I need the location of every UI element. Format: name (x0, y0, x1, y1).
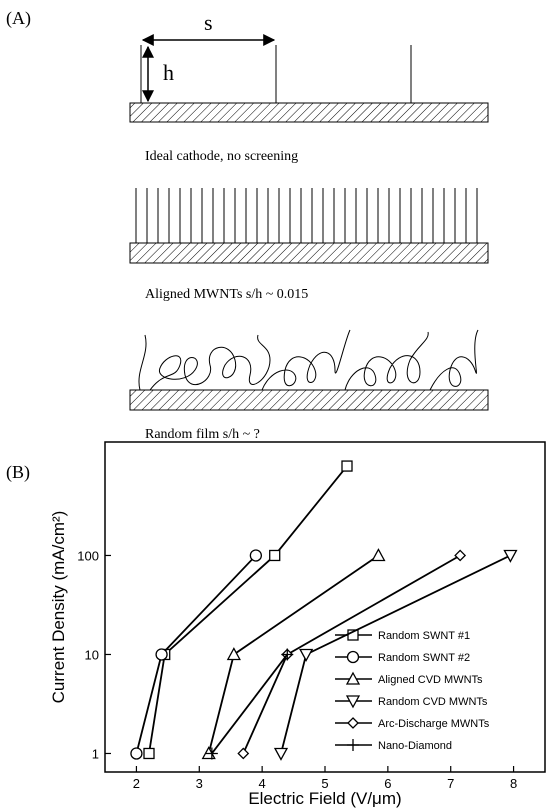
legend-label: Aligned CVD MWNTs (378, 674, 483, 686)
marker (281, 648, 294, 661)
marker (143, 747, 155, 760)
s-label: s (204, 10, 213, 35)
legend-label: Nano-Diamond (378, 740, 452, 752)
marker (249, 549, 263, 562)
aligned-tubes (135, 188, 478, 243)
marker (345, 671, 361, 685)
substrate (129, 102, 489, 123)
x-tick-label: 2 (133, 776, 140, 791)
substrate (129, 242, 489, 264)
substrate (129, 389, 489, 411)
x-tick-label: 3 (196, 776, 203, 791)
x-tick-label: 8 (510, 776, 517, 791)
caption: Ideal cathode, no screening (145, 149, 298, 164)
panel-label: (A) (6, 8, 31, 29)
caption: Aligned MWNTs s/h ~ 0.015 (145, 287, 308, 302)
marker (237, 747, 250, 760)
series-line (148, 465, 348, 754)
x-tick-label: 7 (447, 776, 454, 791)
panel-label: (B) (6, 462, 30, 483)
marker (226, 647, 241, 661)
caption: Random film s/h ~ ? (145, 427, 260, 442)
x-tick-label: 5 (321, 776, 328, 791)
x-tick-label: 6 (384, 776, 391, 791)
marker (341, 460, 353, 472)
legend-label: Random CVD MWNTs (378, 696, 488, 708)
legend-label: Arc-Discharge MWNTs (378, 718, 490, 730)
legend-label: Random SWNT #1 (378, 630, 470, 642)
x-axis-label: Electric Field (V/μm) (248, 789, 401, 808)
marker (205, 747, 218, 760)
legend-label: Random SWNT #2 (378, 652, 470, 664)
marker (273, 747, 289, 761)
h-label: h (163, 60, 174, 85)
marker (345, 695, 361, 709)
marker (371, 548, 386, 562)
series-line (211, 653, 289, 755)
marker (503, 549, 518, 563)
marker (347, 739, 359, 751)
y-tick-label: 1 (92, 746, 99, 761)
y-tick-label: 10 (85, 647, 99, 662)
marker (347, 717, 359, 729)
marker (155, 648, 168, 661)
x-tick-label: 4 (259, 776, 266, 791)
y-tick-label: 100 (77, 548, 99, 563)
marker (130, 747, 143, 760)
marker (346, 650, 360, 664)
marker (454, 549, 467, 562)
random-tubes (138, 329, 479, 391)
marker (299, 648, 314, 662)
marker (269, 549, 281, 562)
chart: 2 3 4 5 6 7 8 1 10 100 Electric Field (V/μm) Curren… (49, 441, 546, 808)
y-axis-label: Current Density (mA/cm²) (49, 511, 68, 704)
